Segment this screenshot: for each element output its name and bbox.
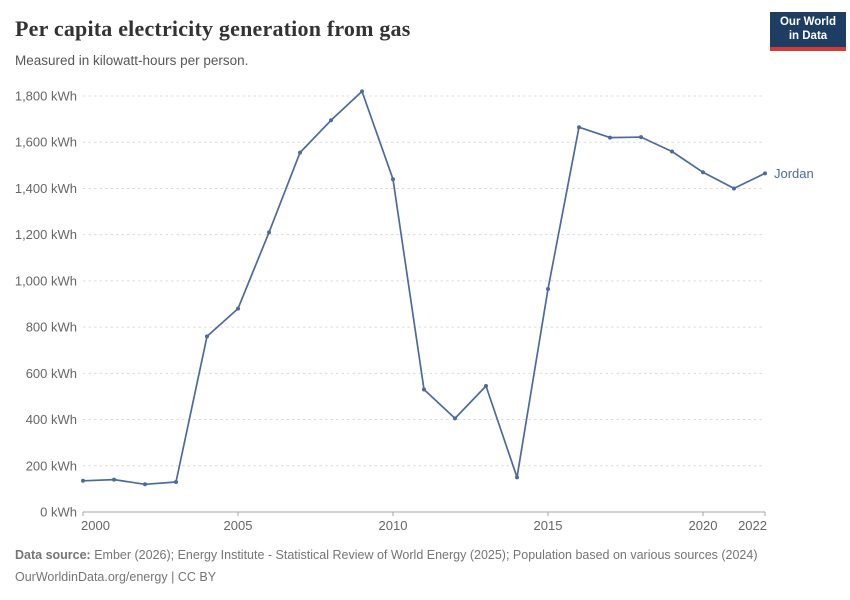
data-source-text: Ember (2026); Energy Institute - Statist… (90, 548, 758, 562)
series-line[interactable] (82, 90, 766, 486)
data-point[interactable] (298, 150, 302, 155)
data-point[interactable] (360, 89, 364, 94)
y-tick-label: 1,800 kWh (15, 89, 77, 104)
data-point[interactable] (453, 416, 457, 421)
owid-logo[interactable]: Our World in Data (770, 12, 846, 51)
y-tick-label: 200 kWh (26, 458, 77, 473)
data-point[interactable] (546, 286, 550, 291)
x-tick-label: 2022 (738, 518, 767, 533)
license-link[interactable]: CC BY (177, 570, 217, 584)
x-tick-label: 2000 (81, 518, 110, 533)
y-tick-label: 0 kWh (40, 505, 77, 520)
data-point[interactable] (174, 479, 178, 484)
owid-logo-text: Our World in Data (770, 12, 846, 47)
y-tick-label: 1,000 kWh (15, 273, 77, 288)
data-point[interactable] (732, 186, 736, 191)
chart-footer: Data source: Ember (2026); Energy Instit… (15, 544, 835, 588)
data-point[interactable] (236, 306, 240, 311)
data-source-line: Data source: Ember (2026); Energy Instit… (15, 544, 835, 566)
data-point[interactable] (515, 475, 519, 480)
x-tick-label: 2020 (689, 518, 718, 533)
data-point[interactable] (112, 477, 116, 482)
y-tick-label: 1,600 kWh (15, 135, 77, 150)
data-point[interactable] (577, 125, 581, 130)
data-point[interactable] (143, 482, 147, 487)
page-title: Per capita electricity generation from g… (15, 16, 411, 41)
owid-logo-line2: in Data (788, 30, 828, 43)
data-point[interactable] (391, 177, 395, 182)
y-tick-label: 1,200 kWh (15, 227, 77, 242)
owid-logo-line1: Our World (779, 16, 836, 29)
y-tick-label: 400 kWh (26, 412, 77, 427)
data-point[interactable] (608, 135, 612, 140)
data-point[interactable] (670, 149, 674, 154)
credit-separator: | (167, 570, 178, 584)
data-point[interactable] (422, 387, 426, 392)
x-tick-label: 2005 (224, 518, 253, 533)
x-tick-label: 2015 (534, 518, 563, 533)
entity-label[interactable]: Jordan (774, 166, 814, 181)
credit-line: OurWorldinData.org/energy | CC BY (15, 566, 835, 588)
data-point[interactable] (639, 135, 643, 140)
chart-subtitle: Measured in kilowatt-hours per person. (15, 53, 249, 68)
y-tick-label: 600 kWh (26, 366, 77, 381)
data-point[interactable] (701, 170, 705, 175)
data-point[interactable] (763, 171, 767, 176)
owid-logo-red-bar (770, 46, 846, 51)
data-point[interactable] (81, 478, 85, 483)
data-point[interactable] (205, 334, 209, 339)
x-tick-label: 2010 (379, 518, 408, 533)
y-tick-label: 1,400 kWh (15, 181, 77, 196)
data-point[interactable] (329, 118, 333, 123)
owid-url[interactable]: OurWorldinData.org/energy (15, 570, 168, 584)
data-point[interactable] (267, 230, 271, 235)
data-source-label: Data source: (15, 548, 91, 562)
y-tick-label: 800 kWh (26, 320, 77, 335)
data-point[interactable] (484, 384, 488, 389)
